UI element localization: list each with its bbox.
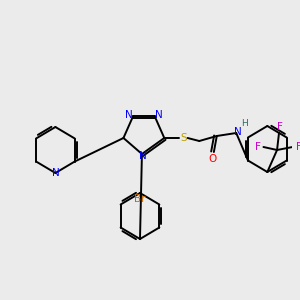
- Text: N: N: [154, 110, 162, 120]
- Text: F: F: [255, 142, 261, 152]
- Text: F: F: [277, 122, 283, 132]
- Text: O: O: [209, 154, 217, 164]
- Text: F: F: [296, 142, 300, 152]
- Text: N: N: [125, 110, 133, 120]
- Text: N: N: [52, 168, 59, 178]
- Text: S: S: [180, 133, 187, 143]
- Text: Br: Br: [134, 194, 146, 204]
- Text: H: H: [242, 119, 248, 128]
- Text: N: N: [139, 151, 147, 161]
- Text: N: N: [234, 127, 242, 137]
